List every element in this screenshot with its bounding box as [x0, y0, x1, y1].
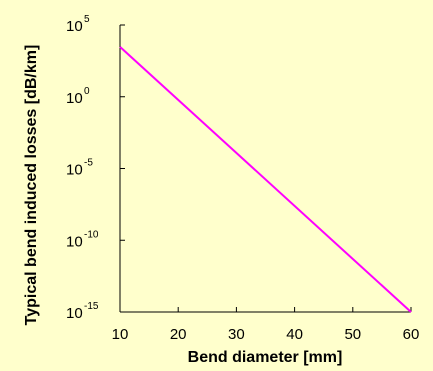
y-tick-label: 10	[66, 18, 83, 35]
x-tick-label: 30	[228, 326, 245, 343]
x-ticks: 10 20 30 40 50 60	[112, 307, 420, 343]
y-tick-label: 10	[66, 90, 83, 107]
x-tick-label: 20	[170, 326, 187, 343]
x-tick-label: 10	[112, 326, 129, 343]
x-tick-label: 50	[344, 326, 361, 343]
y-tick-label: 10	[66, 233, 83, 250]
x-tick-label: 60	[403, 326, 420, 343]
y-tick-label: 10	[66, 162, 83, 179]
series-line	[119, 46, 412, 313]
y-tick-exponent: -10	[84, 229, 99, 240]
y-tick-exponent: 0	[84, 86, 90, 97]
y-tick-exponent: -15	[84, 301, 99, 312]
x-axis-title: Bend diameter [mm]	[188, 349, 343, 366]
y-tick-exponent: 5	[84, 14, 90, 25]
plot-lines	[119, 46, 412, 313]
x-tick-label: 40	[286, 326, 303, 343]
y-tick-exponent: -5	[84, 158, 93, 169]
y-axis-title: Typical bend induced losses [dB/km]	[23, 45, 40, 326]
y-tick-label: 10	[66, 305, 83, 322]
